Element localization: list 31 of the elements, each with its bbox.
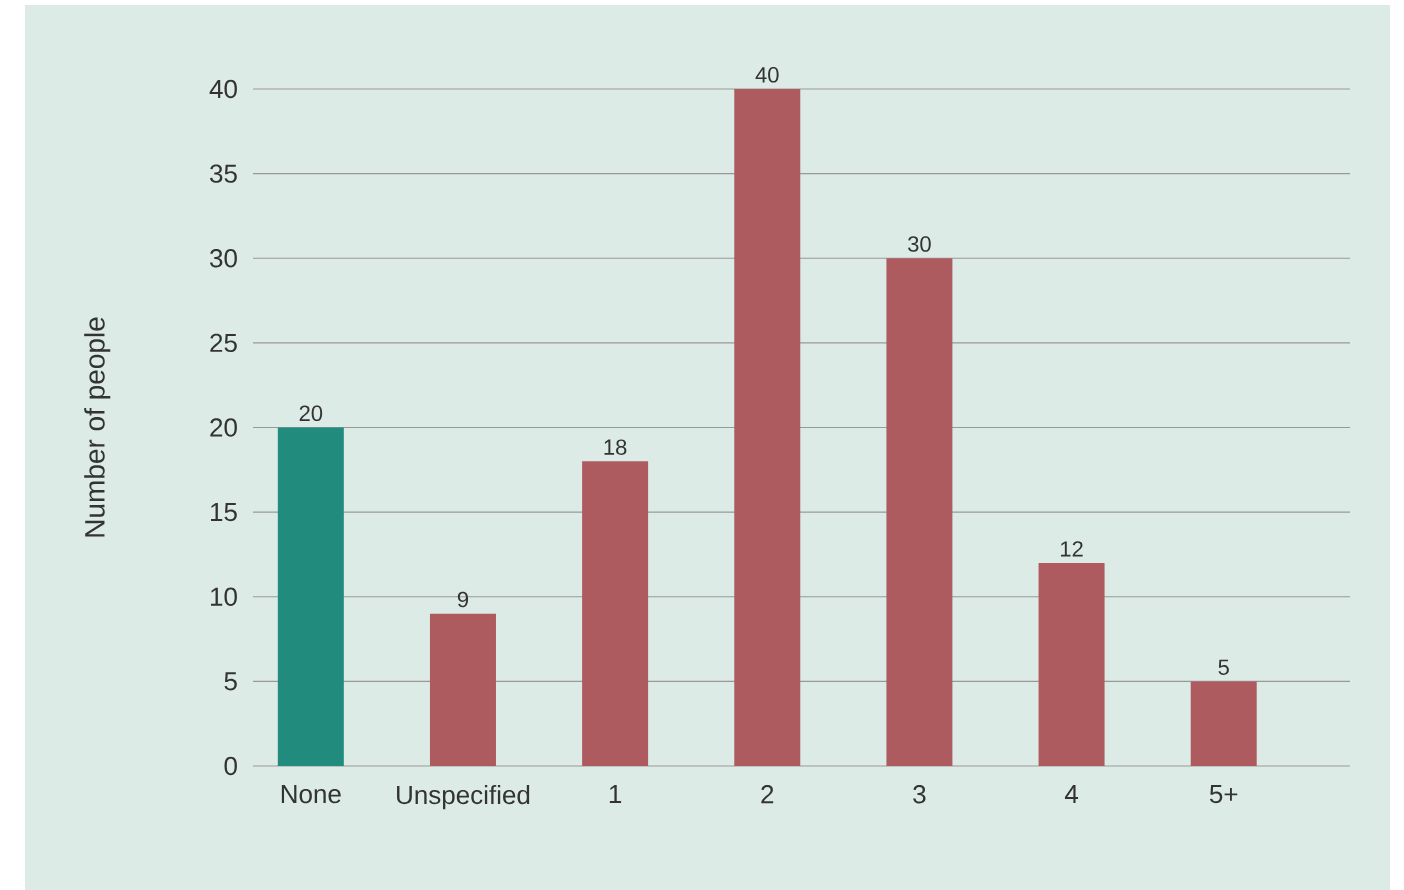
y-axis-title: Number of people <box>84 317 111 537</box>
x-tick-label: 1 <box>609 785 622 803</box>
x-tick-label: 3 <box>913 785 926 804</box>
data-label: 5 <box>1218 659 1229 675</box>
data-label: 40 <box>755 67 779 83</box>
y-tick-label: 25 <box>210 333 237 353</box>
bar <box>429 613 496 766</box>
y-tick-label: 35 <box>210 164 237 183</box>
y-tick-label: 20 <box>210 418 237 437</box>
x-tick-label: None <box>281 785 341 804</box>
x-tick-label: 5+ <box>1209 785 1238 804</box>
y-tick-label: 30 <box>210 249 237 268</box>
y-tick-label: 15 <box>210 503 237 522</box>
data-label: 9 <box>457 591 469 608</box>
bar <box>1038 562 1105 766</box>
bar <box>1190 681 1257 766</box>
x-tick-label: 4 <box>1064 785 1079 803</box>
data-label: 18 <box>604 439 627 455</box>
data-label: 30 <box>908 236 931 252</box>
bar <box>886 258 953 766</box>
bar <box>734 89 801 766</box>
y-tick-label: 40 <box>209 79 237 99</box>
y-tick-label: 10 <box>210 587 237 606</box>
x-tick-label: Unspecified <box>397 785 530 810</box>
bar <box>277 427 344 766</box>
data-label: 12 <box>1060 541 1083 557</box>
y-tick-label: 0 <box>224 756 237 776</box>
bar <box>582 461 649 766</box>
data-label: 20 <box>299 405 323 422</box>
y-tick-label: 5 <box>224 672 237 691</box>
x-tick-label: 2 <box>761 785 774 804</box>
